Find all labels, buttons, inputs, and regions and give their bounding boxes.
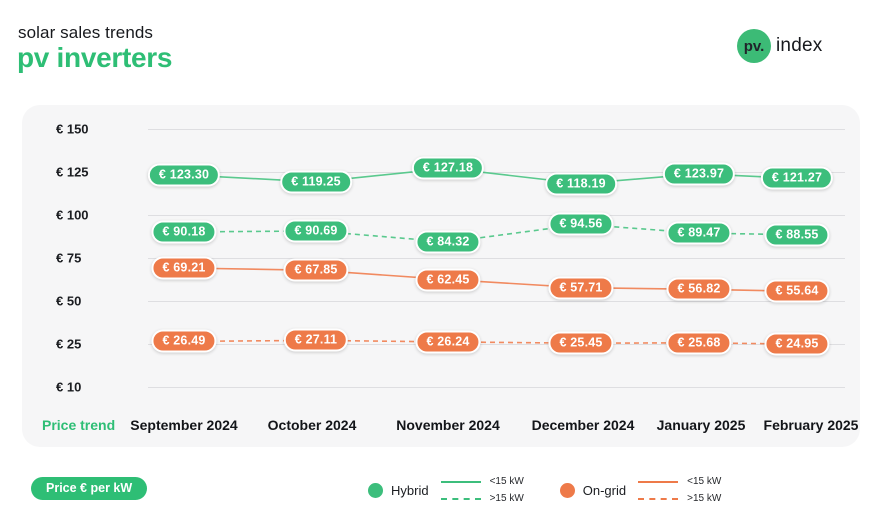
legend-size-label: >15 kW	[687, 493, 722, 504]
data-point-badge: € 24.95	[764, 332, 830, 356]
data-point-badge: € 119.25	[280, 170, 352, 194]
gridline	[148, 387, 845, 388]
data-point-badge: € 89.47	[666, 221, 732, 245]
gridline	[148, 301, 845, 302]
data-point-badge: € 90.69	[283, 219, 349, 243]
legend-lines: <15 kW >15 kW	[440, 476, 524, 504]
data-point-badge: € 123.30	[147, 163, 221, 187]
unit-badge: Price € per kW	[31, 477, 148, 500]
data-point-badge: € 56.82	[666, 277, 732, 301]
data-point-badge: € 121.27	[760, 166, 834, 190]
data-point-badge: € 90.18	[151, 220, 217, 244]
x-axis-label: November 2024	[396, 417, 500, 433]
x-axis-label: December 2024	[531, 417, 635, 433]
data-point-badge: € 69.21	[151, 256, 217, 280]
legend-line-sample	[638, 497, 679, 500]
legend: Hybrid <15 kW >15 kW On-grid <15 kW >15 kW	[368, 473, 721, 507]
data-point-badge: € 55.64	[764, 279, 830, 303]
data-point-badge: € 127.18	[411, 156, 485, 180]
x-axis-label: September 2024	[130, 417, 238, 433]
y-axis-tick: € 150	[56, 121, 89, 137]
legend-group: Hybrid <15 kW >15 kW	[368, 476, 524, 504]
data-point-badge: € 27.11	[283, 328, 349, 352]
y-axis-tick: € 125	[56, 164, 89, 180]
data-point-badge: € 26.24	[415, 330, 481, 354]
logo-circle-icon: pv.	[737, 29, 771, 63]
x-axis-label: October 2024	[267, 417, 357, 433]
legend-line-sample	[440, 480, 481, 483]
data-point-badge: € 25.68	[666, 331, 732, 355]
legend-lines: <15 kW >15 kW	[638, 476, 721, 504]
data-point-badge: € 26.49	[151, 329, 217, 353]
page-title: pv inverters	[17, 42, 173, 73]
data-point-badge: € 84.32	[415, 230, 481, 254]
legend-dot-icon	[559, 482, 575, 498]
legend-size-label: >15 kW	[489, 493, 524, 504]
gridline	[148, 344, 845, 345]
brand-logo: pv. index	[737, 29, 822, 63]
legend-line-row: >15 kW	[638, 493, 721, 504]
y-axis-tick: € 50	[56, 293, 82, 309]
legend-name: On-grid	[582, 482, 627, 498]
y-axis-tick: € 100	[56, 207, 89, 223]
data-point-badge: € 123.97	[662, 162, 736, 186]
y-axis-tick: € 10	[56, 379, 82, 395]
data-point-badge: € 94.56	[548, 212, 614, 236]
legend-name: Hybrid	[391, 482, 429, 498]
legend-line-sample	[638, 480, 679, 483]
data-point-badge: € 88.55	[764, 223, 830, 247]
x-axis-label: February 2025	[763, 417, 859, 433]
data-point-badge: € 118.19	[545, 172, 617, 196]
x-axis-label: January 2025	[656, 417, 746, 433]
logo-name: index	[776, 35, 823, 56]
legend-size-label: <15 kW	[489, 476, 524, 487]
legend-line-row: <15 kW	[638, 476, 721, 487]
legend-line-sample	[440, 497, 481, 500]
legend-group: On-grid <15 kW >15 kW	[559, 476, 721, 504]
legend-dot-icon	[368, 482, 383, 498]
legend-line-row: <15 kW	[440, 476, 524, 487]
legend-size-label: <15 kW	[687, 476, 722, 487]
y-axis-tick: € 75	[56, 250, 82, 266]
price-trend-label: Price trend	[42, 417, 116, 433]
gridline	[148, 215, 845, 216]
gridline	[148, 258, 845, 259]
data-point-badge: € 62.45	[415, 268, 481, 292]
data-point-badge: € 25.45	[548, 331, 614, 355]
gridline	[148, 129, 845, 130]
page-subtitle: solar sales trends	[18, 23, 154, 42]
legend-line-row: >15 kW	[440, 493, 524, 504]
gridline	[148, 172, 845, 173]
y-axis-tick: € 25	[56, 336, 82, 352]
data-point-badge: € 57.71	[548, 276, 614, 300]
data-point-badge: € 67.85	[283, 258, 349, 282]
